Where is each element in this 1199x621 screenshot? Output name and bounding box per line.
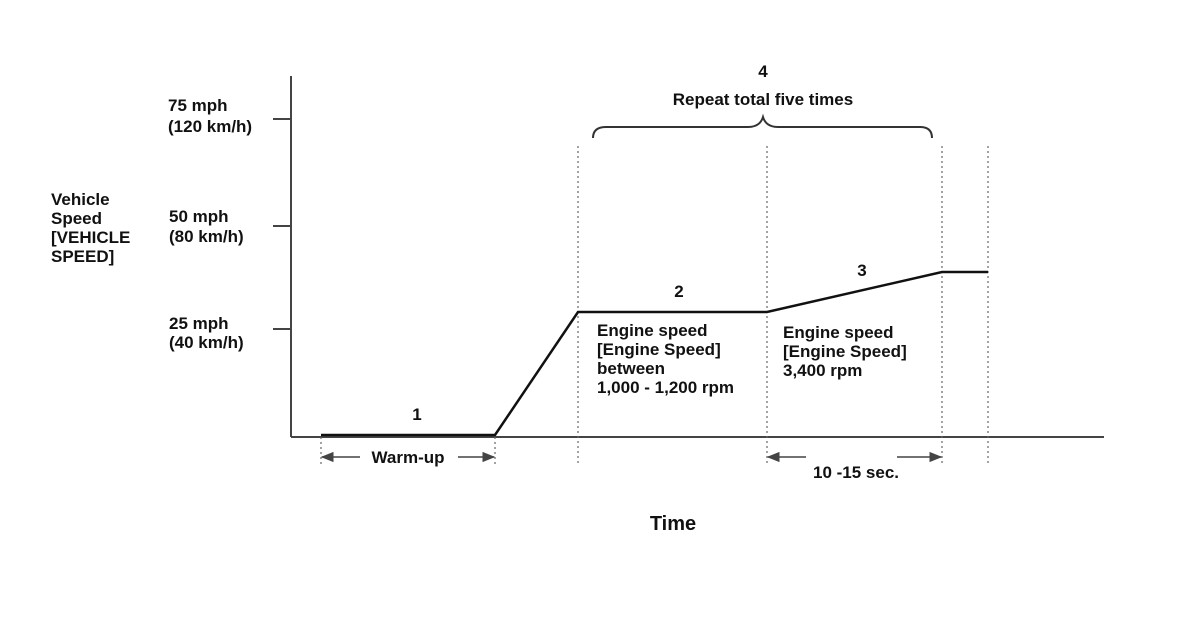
repeat-label: Repeat total five times	[673, 90, 853, 109]
repeat-brace	[592, 113, 933, 139]
step-2-description: Engine speed [Engine Speed] between 1,00…	[597, 321, 734, 397]
duration-label: 10 -15 sec.	[813, 463, 899, 482]
step-3-description: Engine speed [Engine Speed] 3,400 rpm	[783, 323, 911, 380]
warmup-label: Warm-up	[371, 448, 444, 467]
step-3-number: 3	[857, 261, 866, 280]
tick-label-75: 75 mph (120 km/h)	[168, 96, 252, 136]
y-axis-title: Vehicle Speed [VEHICLE SPEED]	[51, 190, 135, 266]
step-4-number: 4	[758, 62, 768, 81]
step-2-number: 2	[674, 282, 683, 301]
speed-profile-line	[321, 270, 988, 437]
x-axis-title: Time	[650, 513, 696, 535]
step-1-number: 1	[412, 405, 421, 424]
tick-label-50: 50 mph (80 km/h)	[169, 207, 244, 246]
tick-label-25: 25 mph (40 km/h)	[169, 314, 244, 352]
